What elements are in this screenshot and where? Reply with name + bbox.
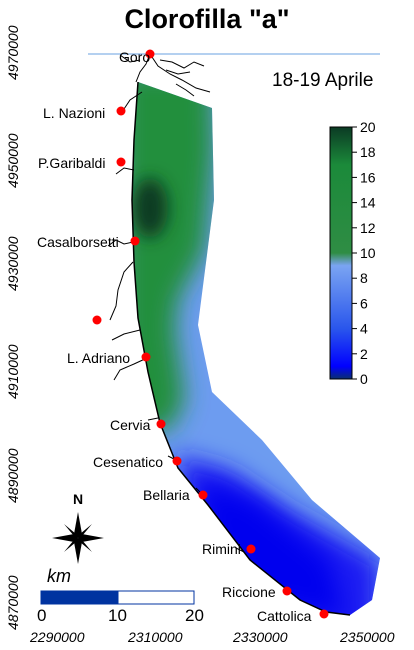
scale-bar: 0 10 20 <box>37 590 204 625</box>
station-label-porto-garibaldi: P.Garibaldi <box>38 155 105 171</box>
colorbar-tick-label: 2 <box>360 346 368 362</box>
station-marker-cesenatico <box>172 456 182 466</box>
station-label-rimini: Rimini <box>202 541 241 557</box>
scalebar-tick-10: 10 <box>108 606 127 625</box>
po-delta <box>119 53 211 113</box>
colorbar-tick-label: 10 <box>360 245 376 261</box>
station-label-casalborsetti: Casalborsetti <box>37 234 119 250</box>
scalebar-tick-20: 20 <box>185 606 204 625</box>
y-tick-label: 4870000 <box>5 575 21 630</box>
x-axis-labels: 2290000 2310000 2330000 2350000 <box>29 629 395 645</box>
y-tick-label: 4950000 <box>5 133 21 188</box>
station-marker-rimini <box>246 544 256 554</box>
y-tick-label: 4970000 <box>5 25 21 80</box>
stations <box>92 49 329 619</box>
colorbar: 0 2 4 6 8 10 12 14 16 18 20 <box>329 119 376 387</box>
x-tick-label: 2350000 <box>339 629 395 645</box>
station-label-cesenatico: Cesenatico <box>93 454 163 470</box>
x-tick-label: 2330000 <box>232 629 288 645</box>
colorbar-tick-label: 8 <box>360 270 368 286</box>
scalebar-tick-0: 0 <box>37 606 46 625</box>
colorbar-tick-label: 16 <box>360 169 376 185</box>
station-marker-porto-garibaldi <box>116 157 126 167</box>
rivers <box>107 167 245 553</box>
scalebar-unit: km <box>47 566 71 586</box>
station-marker-riccione <box>282 586 292 596</box>
colorbar-tick-label: 18 <box>360 144 376 160</box>
map-title: Clorofilla "a" <box>124 4 290 34</box>
station-label-cervia: Cervia <box>110 417 151 433</box>
station-label-bellaria: Bellaria <box>143 487 190 503</box>
y-tick-label: 4910000 <box>5 344 21 399</box>
x-tick-label: 2290000 <box>29 629 85 645</box>
north-arrow: N <box>52 491 104 564</box>
colorbar-tick-label: 14 <box>360 195 376 211</box>
station-marker-lido-nazioni <box>116 106 126 116</box>
station-marker-cattolica <box>319 609 329 619</box>
colorbar-tick-label: 4 <box>360 321 368 337</box>
station-marker-goro <box>145 49 155 59</box>
colorbar-tick-label: 0 <box>360 371 368 387</box>
station-label-goro: Goro <box>119 49 150 65</box>
x-tick-label: 2310000 <box>127 629 183 645</box>
station-label-lido-nazioni: L. Nazioni <box>43 105 105 121</box>
colorbar-tick-label: 12 <box>360 220 376 236</box>
station-label-lido-adriano: L. Adriano <box>67 350 130 366</box>
colorbar-tick-label: 20 <box>360 119 376 135</box>
y-tick-label: 4890000 <box>5 448 21 503</box>
station-marker-casalborsetti <box>130 236 140 246</box>
date-label: 18-19 Aprile <box>272 70 374 91</box>
y-axis-labels: 4970000 4950000 4930000 4910000 4890000 … <box>5 25 21 630</box>
station-label-riccione: Riccione <box>222 584 276 600</box>
y-tick-label: 4930000 <box>5 236 21 291</box>
station-marker-cervia <box>156 419 166 429</box>
station-marker-bellaria <box>198 490 208 500</box>
colorbar-tick-label: 6 <box>360 295 368 311</box>
north-label: N <box>73 491 83 507</box>
colorbar-ticks: 0 2 4 6 8 10 12 14 16 18 20 <box>352 119 376 387</box>
station-labels: Goro L. Nazioni P.Garibaldi Casalborsett… <box>37 49 312 624</box>
station-marker-unlabeled <box>92 315 102 325</box>
station-label-cattolica: Cattolica <box>257 608 312 624</box>
station-marker-lido-adriano <box>141 352 151 362</box>
